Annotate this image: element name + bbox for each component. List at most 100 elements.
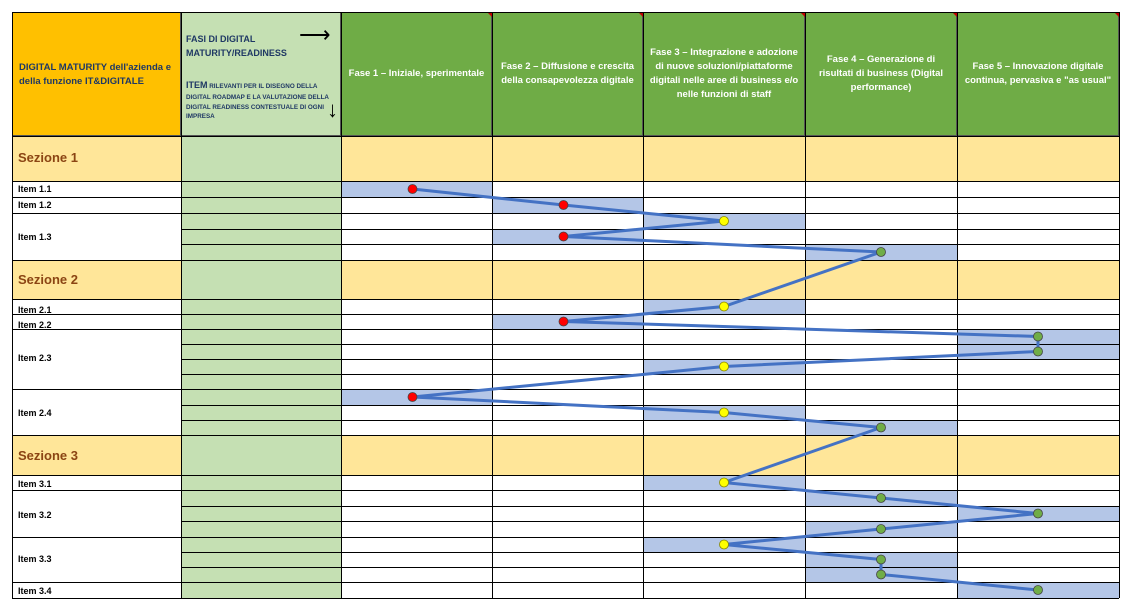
legend-column-cell (181, 537, 341, 552)
legend-column-cell (181, 244, 341, 260)
item-desc-text: RILEVANTI PER IL DISEGNO DELLA DIGITAL R… (186, 83, 329, 121)
green-dot-icon (1033, 508, 1043, 519)
yellow-dot-icon (719, 477, 729, 488)
green-dot-icon (1033, 346, 1043, 357)
legend-column-cell (181, 405, 341, 420)
item-label: Item 1.3 (18, 232, 52, 242)
grid-hline (12, 299, 1119, 300)
assessment-line (412, 187, 1040, 592)
grid-hline (12, 329, 181, 330)
arrow-right-icon: ⟶ (299, 22, 331, 47)
phase-2-header: Fase 2 – Diffusione e crescita della con… (492, 12, 643, 136)
grid-vline (1119, 12, 1120, 598)
red-dot-icon (407, 392, 418, 402)
red-dot-icon (407, 184, 418, 194)
phase-4-header: Fase 4 – Generazione di risultati di bus… (805, 12, 957, 136)
legend-column-cell (181, 567, 341, 582)
grid-hline (12, 475, 1119, 476)
grid-hline (181, 344, 1119, 345)
item-label: Item 2.3 (18, 353, 52, 363)
legend-column-cell (181, 136, 341, 181)
green-dot-icon (1033, 585, 1043, 595)
grid-hline (181, 405, 1119, 406)
grid-hline (12, 314, 181, 315)
item-label: ITEM (186, 80, 208, 90)
item-label: Item 3.2 (18, 510, 52, 520)
grid-hline (181, 490, 1119, 491)
grid-hline (12, 435, 1119, 436)
phase-3-header: Fase 3 – Integrazione e adozione di nuov… (643, 12, 805, 136)
title-cell: DIGITAL MATURITY dell'azienda e della fu… (12, 12, 181, 136)
item-desc: ITEM RILEVANTI PER IL DISEGNO DELLA DIGI… (186, 79, 332, 122)
grid-vline (341, 12, 342, 598)
section-label: Sezione 1 (18, 150, 78, 165)
yellow-dot-icon (719, 216, 729, 226)
grid-vline (492, 12, 493, 598)
grid-vline (643, 12, 644, 598)
green-dot-icon (1033, 331, 1043, 342)
grid-hline (181, 506, 1119, 507)
red-dot-icon (558, 200, 569, 210)
comment-marker-icon (487, 12, 492, 17)
grid-vline (12, 12, 13, 598)
green-dot-icon (876, 422, 886, 433)
yellow-dot-icon (719, 361, 729, 372)
legend-column-cell (181, 521, 341, 537)
phases-title: FASI DI DIGITAL MATURITY/READINESS (186, 34, 287, 58)
yellow-dot-icon (719, 301, 729, 312)
red-dot-icon (558, 316, 569, 327)
grid-hline (12, 136, 1119, 137)
grid-hline (12, 197, 181, 198)
grid-hline (12, 490, 181, 491)
grid-hline (181, 329, 1119, 330)
green-dot-icon (876, 554, 886, 565)
grid-hline (12, 598, 181, 599)
grid-hline (12, 582, 181, 583)
legend-column-cell (181, 329, 341, 344)
legend-column-cell (181, 314, 341, 329)
green-dot-icon (876, 493, 886, 503)
grid-hline (181, 389, 1119, 390)
item-label: Item 1.1 (18, 184, 52, 194)
legend-column-cell (181, 506, 341, 521)
legend-column-cell (181, 181, 341, 197)
grid-hline (181, 582, 1119, 583)
item-label: Item 3.1 (18, 479, 52, 489)
item-label: Item 3.3 (18, 554, 52, 564)
legend-column-cell (181, 490, 341, 506)
legend-column-cell (181, 299, 341, 314)
grid-vline (181, 12, 182, 598)
legend-column-cell (181, 435, 341, 475)
section-label: Sezione 3 (18, 448, 78, 463)
phase-5-header: Fase 5 – Innovazione digitale continua, … (957, 12, 1119, 136)
yellow-dot-icon (719, 539, 729, 550)
comment-marker-icon (952, 12, 957, 17)
legend-column-cell (181, 260, 341, 299)
item-label: Item 2.1 (18, 305, 52, 315)
phases-legend-cell: FASI DI DIGITAL MATURITY/READINESS ⟶ ITE… (181, 12, 341, 136)
grid-hline (12, 260, 1119, 261)
legend-column-cell (181, 389, 341, 405)
legend-column-cell (181, 374, 341, 389)
grid-hline (12, 12, 1119, 13)
grid-hline (181, 552, 1119, 553)
grid-hline (181, 244, 1119, 245)
grid-hline (181, 598, 1119, 599)
legend-column-cell (181, 359, 341, 374)
green-dot-icon (876, 524, 886, 534)
section-label: Sezione 2 (18, 272, 78, 287)
item-label: Item 2.4 (18, 408, 52, 418)
legend-column-cell (181, 197, 341, 213)
legend-column-cell (181, 229, 341, 244)
grid-hline (181, 420, 1119, 421)
grid-hline (181, 567, 1119, 568)
grid-hline (12, 389, 181, 390)
comment-marker-icon (1114, 12, 1119, 17)
yellow-dot-icon (719, 407, 729, 418)
grid-hline (181, 537, 1119, 538)
item-label: Item 3.4 (18, 586, 52, 596)
legend-column-cell (181, 420, 341, 435)
green-dot-icon (876, 247, 886, 257)
